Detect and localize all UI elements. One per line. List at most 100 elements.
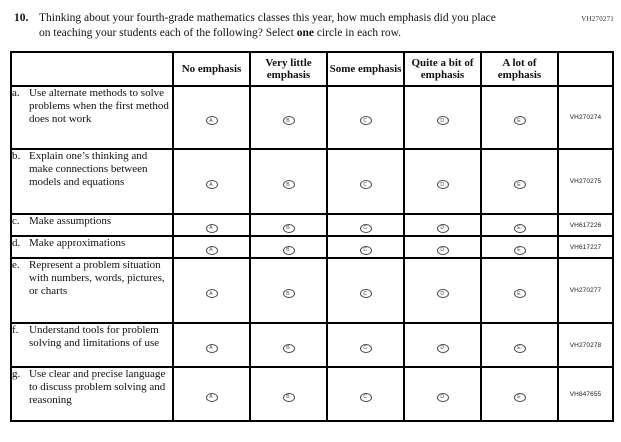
- option-bubble-no-emphasis[interactable]: A: [205, 392, 218, 402]
- bubble-cell: A: [172, 257, 251, 324]
- option-bubble-quite-a-bit-of-emphasis[interactable]: D: [436, 116, 449, 125]
- option-bubble-quite-a-bit-of-emphasis[interactable]: D: [436, 245, 449, 255]
- row-label-cell: d. Make approximations: [10, 235, 174, 259]
- option-bubble-quite-a-bit-of-emphasis[interactable]: D: [436, 180, 449, 189]
- option-bubble-quite-a-bit-of-emphasis[interactable]: D: [436, 392, 449, 402]
- option-bubble-very-little-emphasis[interactable]: B: [282, 392, 295, 402]
- bubble-cell: A: [172, 213, 251, 237]
- bubble-cell: C: [326, 213, 405, 237]
- option-bubble-some-emphasis[interactable]: C: [359, 180, 372, 189]
- row-letter: a.: [12, 87, 20, 99]
- bubble-cell: A: [172, 148, 251, 215]
- bubble-cell: D: [403, 366, 482, 422]
- emphasis-grid: No emphasis Very little emphasis Some em…: [10, 51, 614, 422]
- option-bubble-very-little-emphasis[interactable]: B: [282, 116, 295, 125]
- bubble-letter: E: [517, 117, 522, 124]
- row-letter: f.: [12, 324, 19, 336]
- bubble-cell: D: [403, 322, 482, 368]
- table-row: b. Explain one’s thinking and make connec…: [10, 148, 614, 215]
- option-bubble-quite-a-bit-of-emphasis[interactable]: D: [436, 289, 449, 298]
- option-bubble-a-lot-of-emphasis[interactable]: E: [513, 116, 526, 125]
- bubble-letter: C: [363, 345, 368, 351]
- option-bubble-quite-a-bit-of-emphasis[interactable]: D: [436, 343, 449, 353]
- header-row: No emphasis Very little emphasis Some em…: [10, 51, 614, 87]
- bubble-letter: E: [517, 394, 522, 400]
- bubble-letter: A: [209, 117, 214, 124]
- option-bubble-some-emphasis[interactable]: C: [359, 289, 372, 298]
- option-bubble-some-emphasis[interactable]: C: [359, 245, 372, 255]
- row-code: VH270274: [557, 85, 614, 150]
- bubble-cell: C: [326, 148, 405, 215]
- bubble-letter: C: [363, 394, 368, 400]
- option-bubble-very-little-emphasis[interactable]: B: [282, 245, 295, 255]
- bubble-letter: C: [363, 117, 368, 124]
- option-bubble-no-emphasis[interactable]: A: [205, 245, 218, 255]
- row-label: Use clear and precise language to discus…: [29, 368, 166, 406]
- row-code: VH847655: [557, 366, 614, 422]
- option-bubble-no-emphasis[interactable]: A: [205, 180, 218, 189]
- bubble-cell: B: [249, 322, 328, 368]
- row-label: Make assumptions: [29, 215, 112, 227]
- question-text-before: Thinking about your fourth-grade mathema…: [39, 12, 496, 39]
- option-bubble-no-emphasis[interactable]: A: [205, 343, 218, 353]
- option-bubble-very-little-emphasis[interactable]: B: [282, 343, 295, 353]
- column-header-quite-a-bit-of-emphasis: Quite a bit of emphasis: [403, 51, 482, 87]
- bubble-letter: A: [209, 247, 214, 253]
- row-code: VH270277: [557, 257, 614, 324]
- bubble-letter: C: [363, 181, 368, 188]
- option-bubble-very-little-emphasis[interactable]: B: [282, 223, 295, 233]
- option-bubble-no-emphasis[interactable]: A: [205, 223, 218, 233]
- bubble-letter: E: [517, 247, 522, 253]
- bubble-cell: B: [249, 148, 328, 215]
- bubble-letter: A: [209, 225, 214, 231]
- table-row: c. Make assumptions A B C D E VH617226: [10, 213, 614, 237]
- option-bubble-no-emphasis[interactable]: A: [205, 289, 218, 298]
- bubble-letter: D: [440, 345, 445, 351]
- bubble-cell: E: [480, 148, 559, 215]
- bubble-letter: B: [286, 181, 291, 188]
- bubble-cell: D: [403, 235, 482, 259]
- bubble-letter: A: [209, 290, 214, 297]
- bubble-letter: B: [286, 345, 291, 351]
- bubble-cell: B: [249, 257, 328, 324]
- row-label-cell: f. Understand tools for problem solving a…: [10, 322, 174, 368]
- option-bubble-some-emphasis[interactable]: C: [359, 343, 372, 353]
- bubble-letter: C: [363, 290, 368, 297]
- bubble-cell: D: [403, 213, 482, 237]
- bubble-letter: A: [209, 394, 214, 400]
- bubble-cell: B: [249, 235, 328, 259]
- bubble-cell: C: [326, 85, 405, 150]
- bubble-cell: E: [480, 257, 559, 324]
- bubble-letter: D: [440, 394, 445, 400]
- question-number: 10.: [14, 12, 29, 24]
- option-bubble-no-emphasis[interactable]: A: [205, 116, 218, 125]
- bubble-letter: E: [517, 345, 522, 351]
- bubble-letter: C: [363, 225, 368, 231]
- row-code: VH270275: [557, 148, 614, 215]
- bubble-cell: E: [480, 213, 559, 237]
- column-header-no-emphasis: No emphasis: [172, 51, 251, 87]
- option-bubble-very-little-emphasis[interactable]: B: [282, 289, 295, 298]
- option-bubble-some-emphasis[interactable]: C: [359, 116, 372, 125]
- row-letter: b.: [12, 150, 21, 162]
- option-bubble-some-emphasis[interactable]: C: [359, 223, 372, 233]
- question-text-after: circle in each row.: [313, 26, 402, 39]
- row-label-cell: c. Make assumptions: [10, 213, 174, 237]
- bubble-cell: E: [480, 235, 559, 259]
- row-label-cell: e. Represent a problem situation with num…: [10, 257, 174, 324]
- question-text: Thinking about your fourth-grade mathema…: [39, 11, 500, 40]
- option-bubble-a-lot-of-emphasis[interactable]: E: [513, 180, 526, 189]
- bubble-letter: C: [363, 247, 368, 253]
- row-code: VH617227: [557, 235, 614, 259]
- option-bubble-some-emphasis[interactable]: C: [359, 392, 372, 402]
- option-bubble-a-lot-of-emphasis[interactable]: E: [513, 343, 526, 353]
- option-bubble-a-lot-of-emphasis[interactable]: E: [513, 223, 526, 233]
- option-bubble-a-lot-of-emphasis[interactable]: E: [513, 289, 526, 298]
- bubble-cell: A: [172, 322, 251, 368]
- option-bubble-a-lot-of-emphasis[interactable]: E: [513, 392, 526, 402]
- row-label: Use alternate methods to solve problems …: [29, 87, 169, 125]
- row-label: Explain one’s thinking and make connecti…: [29, 150, 148, 188]
- option-bubble-a-lot-of-emphasis[interactable]: E: [513, 245, 526, 255]
- option-bubble-quite-a-bit-of-emphasis[interactable]: D: [436, 223, 449, 233]
- option-bubble-very-little-emphasis[interactable]: B: [282, 180, 295, 189]
